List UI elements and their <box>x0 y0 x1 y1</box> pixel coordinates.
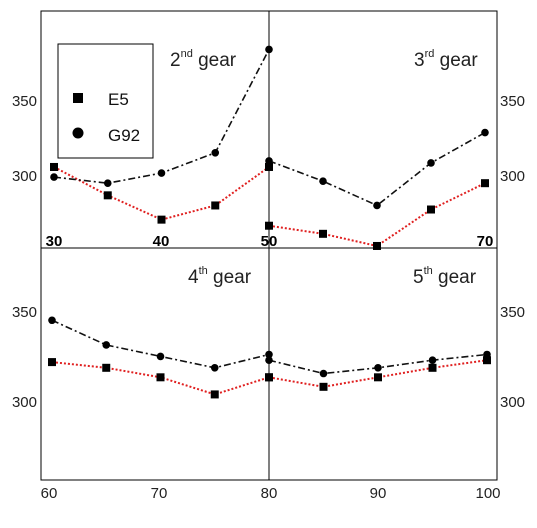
data-point-g92-55 <box>319 177 327 185</box>
data-point-g92-85 <box>319 369 328 378</box>
data-point-g92-100 <box>483 350 491 359</box>
data-point-g92-40 <box>157 169 166 177</box>
gear-3-label: 3rd gear <box>414 48 478 71</box>
data-point-g92-35 <box>103 179 112 187</box>
bottom-right-ytick-300: 300 <box>500 394 525 411</box>
data-point-g92-45 <box>211 148 220 157</box>
bottom-right-ytick-350: 350 <box>500 304 525 321</box>
data-point-e5-75 <box>210 390 219 399</box>
data-point-g92-70 <box>481 128 489 137</box>
legend-e5-label: E5 <box>108 90 129 109</box>
data-point-e5-85 <box>319 382 328 391</box>
data-point-g92-30 <box>50 173 58 181</box>
data-point-g92-60 <box>48 316 56 325</box>
data-point-g92-50 <box>265 45 273 54</box>
data-point-e5-80 <box>265 373 273 382</box>
data-point-e5-70 <box>481 179 489 188</box>
data-point-g92-65 <box>102 341 111 349</box>
top-xtick-70: 70 <box>477 233 494 250</box>
data-point-g92-70 <box>156 352 165 361</box>
gear-5-label: 5th gear <box>413 265 477 288</box>
data-point-e5-55 <box>319 229 327 238</box>
data-point-e5-65 <box>427 205 435 214</box>
top-xtick-30: 30 <box>46 233 63 250</box>
legend: E5 G92 <box>57 43 154 159</box>
bottom-xtick-90: 90 <box>370 485 387 502</box>
data-point-e5-60 <box>373 241 381 250</box>
data-point-e5-70 <box>156 373 165 382</box>
data-point-e5-40 <box>157 215 166 224</box>
data-point-e5-35 <box>103 191 112 200</box>
data-point-e5-90 <box>374 373 382 382</box>
top-left-ytick-300: 300 <box>12 168 37 185</box>
bottom-left-ytick-350: 350 <box>12 304 37 321</box>
bottom-xtick-60: 60 <box>41 485 58 502</box>
data-point-g92-50 <box>265 157 273 165</box>
data-point-g92-80 <box>265 350 273 359</box>
data-point-e5-50 <box>265 221 273 230</box>
bottom-xtick-80: 80 <box>261 485 278 502</box>
top-xtick-40: 40 <box>153 233 170 250</box>
top-right-ytick-300: 300 <box>500 168 525 185</box>
top-right-ytick-350: 350 <box>500 93 525 110</box>
data-point-g92-80 <box>265 356 273 364</box>
series-line-e5-p0-s1 <box>268 182 486 248</box>
data-point-g92-60 <box>373 201 381 210</box>
data-point-e5-65 <box>102 363 111 372</box>
top-left-ytick-350: 350 <box>12 93 37 110</box>
legend-e5-marker <box>73 93 83 103</box>
data-point-g92-75 <box>210 364 219 372</box>
series-line-g92-p0-s1 <box>268 131 486 207</box>
bottom-xtick-100: 100 <box>475 485 500 502</box>
data-point-e5-100 <box>483 356 491 365</box>
data-point-g92-90 <box>374 364 382 372</box>
top-xtick-50-left: 50 <box>261 233 278 250</box>
data-point-g92-95 <box>428 356 437 364</box>
data-point-e5-30 <box>50 162 58 171</box>
legend-g92-label: G92 <box>108 126 140 145</box>
data-point-e5-50 <box>265 162 273 171</box>
legend-g92-marker <box>72 127 84 139</box>
gear-2-label: 2nd gear <box>170 48 237 71</box>
series-line-e5-p1-s1 <box>268 359 488 388</box>
bottom-left-ytick-300: 300 <box>12 394 37 411</box>
data-point-e5-95 <box>428 363 437 372</box>
series-line-g92-p1-s0 <box>51 319 270 369</box>
series-line-e5-p0-s0 <box>53 166 270 221</box>
gear-4-label: 4th gear <box>188 265 252 288</box>
data-point-g92-65 <box>427 159 435 167</box>
data-point-e5-60 <box>48 358 56 367</box>
bottom-xtick-70: 70 <box>151 485 168 502</box>
data-point-e5-45 <box>211 201 220 210</box>
